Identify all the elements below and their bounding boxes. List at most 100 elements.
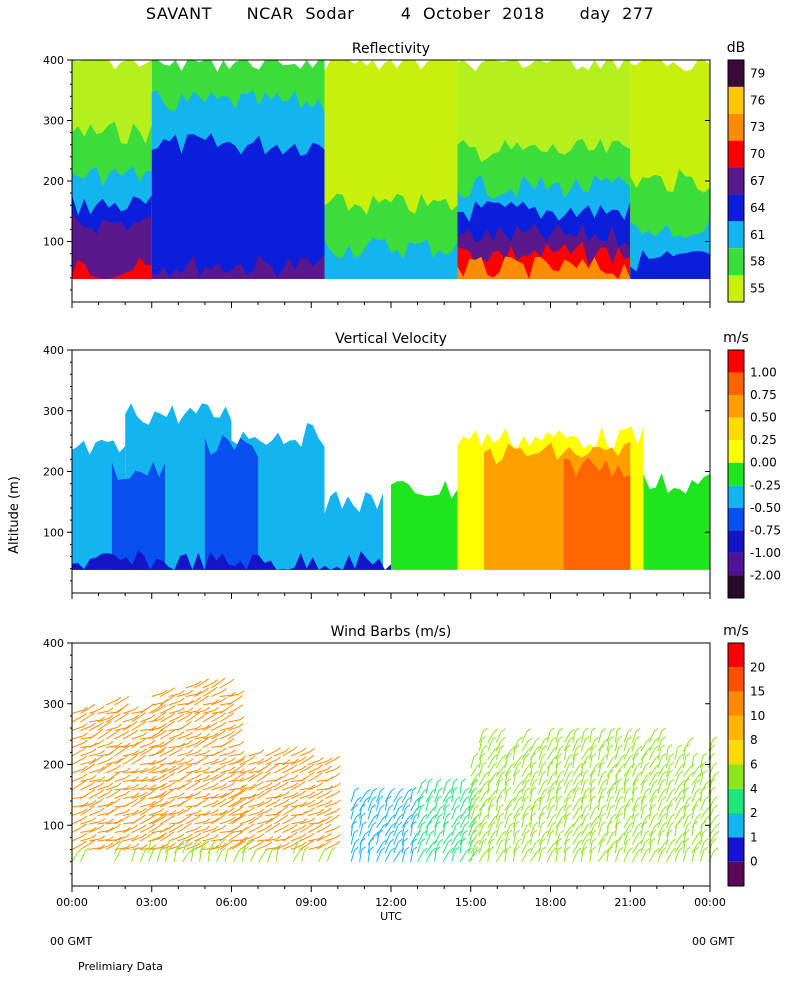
wind-barb-flag bbox=[124, 695, 130, 700]
wind-barb-flag bbox=[318, 782, 324, 786]
wind-barb-flag bbox=[116, 798, 121, 802]
wind-barb bbox=[589, 849, 593, 862]
wind-barb bbox=[88, 752, 101, 757]
wind-barb-flag bbox=[696, 787, 701, 792]
wind-barb bbox=[563, 815, 568, 828]
wind-barb-flag bbox=[540, 812, 545, 817]
wind-barb bbox=[71, 835, 84, 842]
wind-barb-flag bbox=[141, 796, 146, 801]
wind-barb-flag bbox=[361, 812, 367, 817]
wind-barb-flag bbox=[635, 727, 641, 732]
wind-barb bbox=[307, 826, 319, 833]
wind-barb-flag bbox=[239, 776, 245, 781]
wind-barb-flag bbox=[541, 838, 546, 842]
wind-barb bbox=[299, 787, 312, 791]
wind-barb bbox=[495, 824, 500, 837]
wind-barb bbox=[267, 850, 273, 862]
wind-barb bbox=[410, 849, 414, 862]
wind-barb-flag bbox=[714, 771, 720, 776]
colorbar-label: 61 bbox=[750, 228, 765, 242]
wind-barb-flag bbox=[309, 772, 315, 776]
wind-barb bbox=[597, 790, 603, 803]
wind-barb-flag bbox=[125, 833, 131, 838]
wind-barb-flag bbox=[125, 808, 131, 813]
wind-barb-flag bbox=[162, 730, 167, 734]
wind-barb-flag bbox=[239, 741, 245, 745]
wind-barb bbox=[307, 838, 320, 842]
wind-barb bbox=[538, 824, 542, 837]
wind-barb bbox=[563, 747, 567, 760]
wind-barb bbox=[442, 851, 450, 862]
wind-barb-flag bbox=[422, 830, 428, 835]
wind-barb-flag bbox=[124, 703, 129, 708]
wind-barb bbox=[173, 842, 182, 854]
wind-barb-flag bbox=[601, 727, 607, 732]
wind-barb bbox=[131, 794, 144, 799]
wind-barb-flag bbox=[550, 795, 556, 800]
wind-barb bbox=[521, 833, 526, 845]
wind-barb-flag bbox=[511, 797, 516, 802]
wind-barb bbox=[674, 747, 678, 760]
wind-barb bbox=[640, 791, 647, 803]
wind-barb-flag bbox=[361, 846, 366, 851]
wind-barb bbox=[177, 710, 190, 714]
wind-barb bbox=[521, 850, 528, 862]
wind-barb-flag bbox=[197, 724, 202, 729]
wind-barb-flag bbox=[214, 793, 219, 798]
wind-barb bbox=[211, 750, 223, 757]
wind-barb bbox=[307, 802, 320, 808]
wind-barb-flag bbox=[492, 830, 498, 835]
wind-barb bbox=[299, 835, 311, 842]
wind-barb-flag bbox=[637, 830, 643, 835]
wind-barb-flag bbox=[447, 838, 453, 843]
wind-barb bbox=[580, 781, 586, 794]
wind-barb bbox=[665, 799, 673, 811]
wind-barb-flag bbox=[405, 804, 411, 809]
wind-barb-flag bbox=[365, 796, 370, 801]
wind-barb-flag bbox=[565, 846, 571, 851]
colorbar-label: 8 bbox=[750, 733, 758, 747]
wind-barb bbox=[177, 825, 188, 833]
wind-barb bbox=[228, 834, 239, 842]
wind-barb-flag bbox=[163, 767, 168, 772]
wind-barb-flag bbox=[582, 795, 588, 800]
wind-barb-flag bbox=[170, 831, 175, 835]
wind-barb bbox=[572, 765, 580, 777]
wind-barb bbox=[691, 766, 700, 777]
wind-barb bbox=[122, 786, 135, 791]
wind-barb-flag bbox=[186, 838, 192, 843]
wind-barb bbox=[614, 766, 623, 777]
wind-barb-flag bbox=[326, 823, 332, 828]
wind-barb bbox=[699, 832, 703, 845]
wind-barb-flag bbox=[667, 744, 673, 749]
wind-barb bbox=[168, 787, 181, 791]
wind-barb bbox=[699, 782, 707, 794]
wind-barb bbox=[393, 808, 400, 820]
wind-barb-flag bbox=[626, 787, 632, 791]
wind-barb bbox=[504, 790, 508, 803]
wind-barb bbox=[468, 824, 474, 837]
wind-barb-flag bbox=[141, 738, 147, 742]
wind-barb-flag bbox=[203, 737, 209, 742]
wind-barb bbox=[674, 808, 682, 820]
wind-barb bbox=[512, 773, 517, 786]
wind-barb bbox=[299, 750, 311, 757]
wind-barb bbox=[256, 774, 268, 782]
wind-barb-flag bbox=[435, 846, 441, 851]
wind-barb bbox=[273, 762, 286, 765]
wind-barb bbox=[376, 832, 380, 845]
wind-barb bbox=[88, 742, 101, 748]
wind-barb-flag bbox=[669, 753, 675, 758]
contour-band bbox=[151, 254, 325, 279]
preliminary-note: Prelimiary Data bbox=[78, 960, 163, 973]
wind-barb-flag bbox=[526, 822, 532, 826]
wind-barb bbox=[580, 798, 584, 811]
wind-barb-flag bbox=[535, 745, 541, 750]
wind-barb-flag bbox=[575, 787, 581, 791]
wind-barb bbox=[589, 841, 593, 854]
wind-barb bbox=[359, 849, 362, 862]
wind-barb-flag bbox=[91, 758, 97, 763]
wind-barb-flag bbox=[229, 703, 235, 708]
wind-barb-flag bbox=[268, 836, 274, 840]
